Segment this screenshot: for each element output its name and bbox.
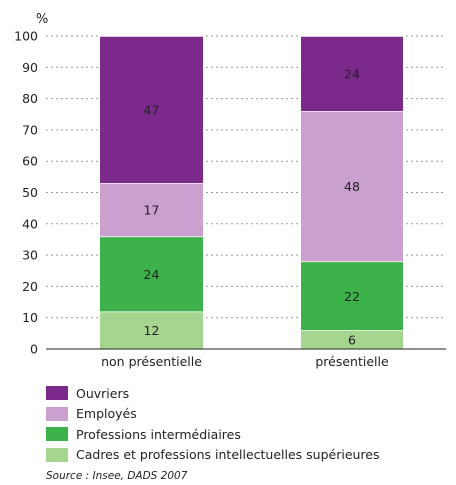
bar-segment xyxy=(100,236,203,312)
y-tick-label: 30 xyxy=(22,248,38,263)
legend-swatch xyxy=(46,406,68,421)
source-note: Source : Insee, DADS 2007 xyxy=(46,470,188,482)
bar-segment xyxy=(301,261,403,331)
bar-segment xyxy=(100,311,203,349)
bar-segment xyxy=(301,36,403,112)
legend-item: Employés xyxy=(46,404,380,425)
y-tick-label: 50 xyxy=(22,185,38,200)
bar-segment xyxy=(100,36,203,184)
stacked-bar-chart: % 0 10 20 30 40 50 60 70 80 90 100 12 24 17 47 non prése… xyxy=(14,12,446,369)
legend-swatch xyxy=(46,447,68,462)
legend-label: Ouvriers xyxy=(76,385,130,401)
data-label: 48 xyxy=(344,179,360,194)
legend-label: Professions intermédiaires xyxy=(76,426,241,442)
data-label: 6 xyxy=(348,333,356,348)
legend-label: Employés xyxy=(76,406,137,422)
legend-item: Ouvriers xyxy=(46,383,380,404)
legend-swatch xyxy=(46,386,68,401)
y-tick-label: 10 xyxy=(22,310,38,325)
y-tick-label: 40 xyxy=(22,216,38,231)
y-tick-label: 90 xyxy=(22,60,38,75)
legend: Ouvriers Employés Professions intermédiair… xyxy=(46,383,380,465)
y-tick-label: 20 xyxy=(22,279,38,294)
data-label: 22 xyxy=(344,289,360,304)
legend-swatch xyxy=(46,427,68,442)
legend-item: Professions intermédiaires xyxy=(46,424,380,445)
y-tick-label: 80 xyxy=(22,91,38,106)
data-label: 17 xyxy=(144,203,160,218)
data-label: 24 xyxy=(144,267,160,282)
y-tick-label: 60 xyxy=(22,154,38,169)
legend-label: Cadres et professions intellectuelles su… xyxy=(76,447,380,463)
data-label: 47 xyxy=(144,103,160,118)
x-tick-label: non présentielle xyxy=(101,354,202,369)
y-tick-label: 0 xyxy=(30,342,38,357)
y-tick-label: 70 xyxy=(22,122,38,137)
data-label: 24 xyxy=(344,67,360,82)
x-tick-label: présentielle xyxy=(315,354,389,369)
y-tick-label: 100 xyxy=(14,29,38,44)
bar-segment xyxy=(100,183,203,237)
y-axis-label: % xyxy=(36,12,48,27)
bar-segment xyxy=(301,330,403,349)
data-label: 12 xyxy=(144,323,160,338)
legend-item: Cadres et professions intellectuelles su… xyxy=(46,445,380,466)
bar-segment xyxy=(301,111,403,262)
